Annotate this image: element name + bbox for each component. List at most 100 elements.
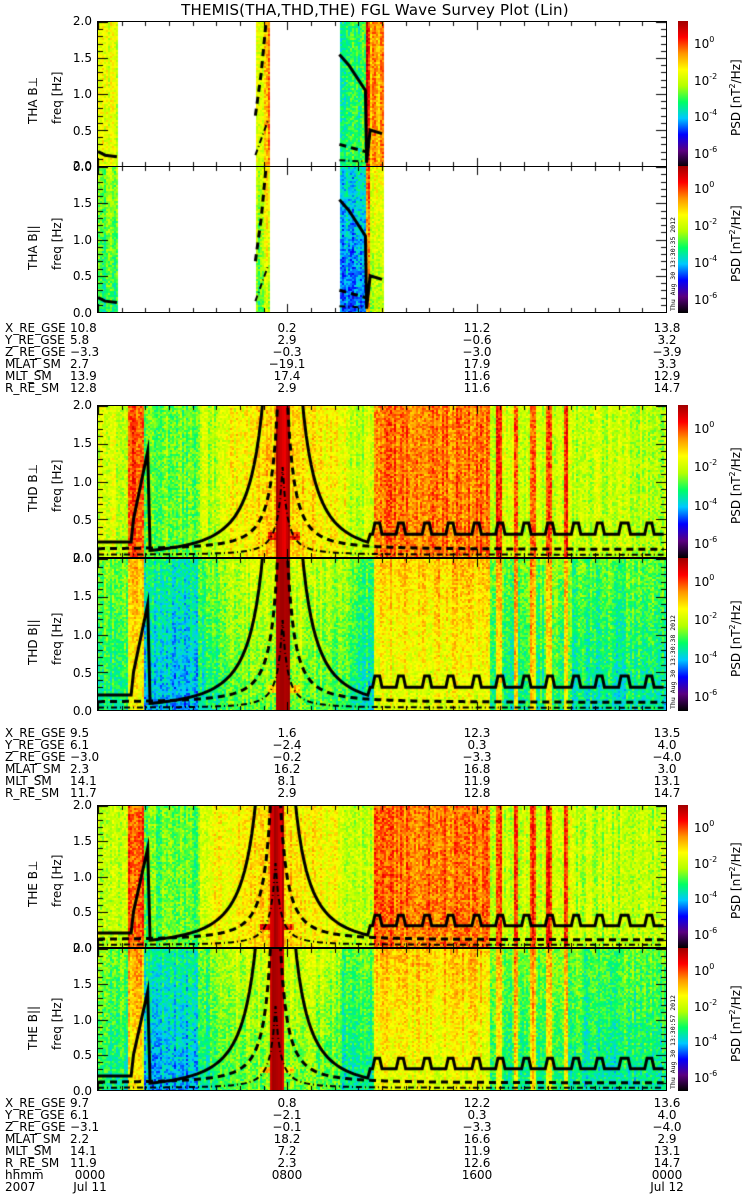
y-tick-label: 2.0 — [72, 159, 92, 173]
ephemeris-value: 2.9 — [277, 786, 297, 800]
ephemeris-value: 16.6 — [463, 1132, 491, 1146]
tick-exponent: 0 — [709, 961, 715, 971]
ephemeris-value: 13.1 — [653, 774, 681, 788]
colorbar-label-tail: /Hz] — [729, 841, 743, 866]
y-tick-label: 1.0 — [72, 869, 92, 884]
y-tick-label: 0.0 — [72, 551, 92, 565]
y-tick-label: 0.5 — [72, 512, 92, 527]
tick-exponent: 0 — [709, 420, 715, 430]
tick-base: 10 — [694, 110, 710, 125]
ephemeris-value: −4.0 — [652, 1120, 682, 1134]
y-tick-label: 0.0 — [72, 306, 92, 320]
ephemeris-value: 17.4 — [273, 369, 301, 383]
colorbar-tick-label: 10-4 — [694, 1032, 717, 1048]
ephemeris-value: 16.2 — [273, 762, 301, 776]
spectrogram-canvas — [98, 949, 666, 1090]
colorbar-label-tail: /Hz] — [729, 599, 743, 624]
ephemeris-row-label: Y_RE_GSE — [5, 333, 65, 347]
colorbar — [678, 21, 688, 167]
colorbar-label: PSD [nT2/Hz] — [728, 985, 743, 1062]
colorbar-tick-label: 10-6 — [694, 687, 717, 703]
time-tick-label: 0000 — [651, 1168, 683, 1182]
colorbar-label: PSD [nT2/Hz] — [728, 59, 743, 136]
colorbar-tick-label: 10-4 — [694, 649, 717, 665]
tick-base: 10 — [694, 1071, 710, 1086]
y-tick-label: 0.0 — [72, 941, 92, 955]
tick-base: 10 — [694, 255, 710, 270]
tick-exponent: -4 — [709, 890, 718, 900]
ephemeris-value: 11.6 — [463, 369, 491, 383]
ephemeris-value: 4.0 — [657, 1108, 677, 1122]
ephemeris-value: 14.7 — [653, 1156, 681, 1170]
colorbar-tick-label: 10-4 — [694, 889, 717, 905]
ephemeris-value: 6.1 — [70, 738, 90, 752]
colorbar-label-tail: /Hz] — [729, 204, 743, 229]
time-tick-label: 1600 — [461, 1168, 493, 1182]
tick-exponent: 0 — [709, 573, 715, 583]
ephemeris-value: 2.3 — [277, 1156, 297, 1170]
y-tick-label: 1.5 — [72, 50, 92, 65]
ephemeris-value: 3.0 — [657, 762, 677, 776]
ephemeris-value: −0.2 — [272, 750, 302, 764]
colorbar-label-exponent: 2 — [728, 623, 737, 629]
ephemeris-value: −3.3 — [70, 345, 100, 359]
tick-exponent: -6 — [709, 534, 718, 544]
ephemeris-value: 2.9 — [277, 333, 297, 347]
tick-base: 10 — [694, 892, 710, 907]
y-tick-label: 2.0 — [72, 798, 92, 812]
ephemeris-value: 6.1 — [70, 1108, 90, 1122]
ephemeris-row-label: R_RE_SM — [5, 786, 60, 800]
ephemeris-value: 13.6 — [653, 1096, 681, 1110]
ephemeris-value: 11.6 — [463, 381, 491, 395]
tick-exponent: 0 — [709, 818, 715, 828]
ephemeris-row-label: R_RE_SM — [5, 1156, 60, 1170]
colorbar-tick-label: 10-6 — [694, 534, 717, 550]
tick-exponent: -2 — [709, 997, 718, 1007]
spectrogram-canvas — [98, 406, 666, 557]
spectrogram-panel-thd-par — [97, 558, 667, 711]
ephemeris-value: −0.6 — [462, 333, 492, 347]
date-start-label: Jul 11 — [73, 1180, 107, 1194]
ephemeris-value: −4.0 — [652, 750, 682, 764]
time-tick-label: 0000 — [74, 1168, 106, 1182]
tick-exponent: 0 — [709, 180, 715, 190]
ephemeris-row-label: MLAT_SM — [5, 1132, 61, 1146]
tick-base: 10 — [694, 689, 710, 704]
y-tick-label: 1.5 — [72, 976, 92, 991]
ephemeris-row-label: Z_RE_GSE — [5, 345, 66, 359]
panel-label: THA B|| — [26, 224, 40, 270]
timestamp-stamp: Thu Aug 30 13:30:57 2012 — [669, 995, 677, 1089]
colorbar-label-tail: /Hz] — [729, 446, 743, 471]
ephemeris-value: 11.9 — [463, 774, 491, 788]
colorbar-tick-label: 10-4 — [694, 107, 717, 123]
ephemeris-value: 3.2 — [657, 333, 677, 347]
ephemeris-value: 18.2 — [273, 1132, 301, 1146]
colorbar — [678, 948, 688, 1091]
ephemeris-value: 13.1 — [653, 1144, 681, 1158]
ephemeris-row-label: R_RE_SM — [5, 381, 60, 395]
y-tick-label: 0.5 — [72, 123, 92, 138]
y-tick-label: 0.5 — [72, 905, 92, 920]
tick-base: 10 — [694, 536, 710, 551]
y-tick-label: 2.0 — [72, 551, 92, 565]
colorbar-label-exponent: 2 — [728, 83, 737, 89]
colorbar-label: PSD [nT2/Hz] — [728, 600, 743, 677]
ephemeris-value: −3.1 — [70, 1120, 100, 1134]
colorbar-tick-label: 10-6 — [694, 1068, 717, 1084]
tick-base: 10 — [694, 37, 710, 52]
tick-exponent: -2 — [709, 217, 718, 227]
tick-exponent: -4 — [709, 1033, 718, 1043]
ephemeris-value: −0.1 — [272, 1120, 302, 1134]
panel-label: THE B|| — [26, 1005, 40, 1050]
tick-base: 10 — [694, 1035, 710, 1050]
y-tick-label: 1.5 — [72, 195, 92, 210]
spectrogram-canvas — [98, 559, 666, 710]
date-end-label: Jul 12 — [650, 1180, 684, 1194]
tick-base: 10 — [694, 292, 710, 307]
tick-base: 10 — [694, 856, 710, 871]
colorbar-label-main: PSD [nT — [729, 628, 743, 677]
tick-exponent: -2 — [709, 611, 718, 621]
spectrogram-canvas — [98, 167, 666, 312]
colorbar-tick-label: 10-2 — [694, 610, 717, 626]
y-tick-label: 0.0 — [72, 160, 92, 174]
